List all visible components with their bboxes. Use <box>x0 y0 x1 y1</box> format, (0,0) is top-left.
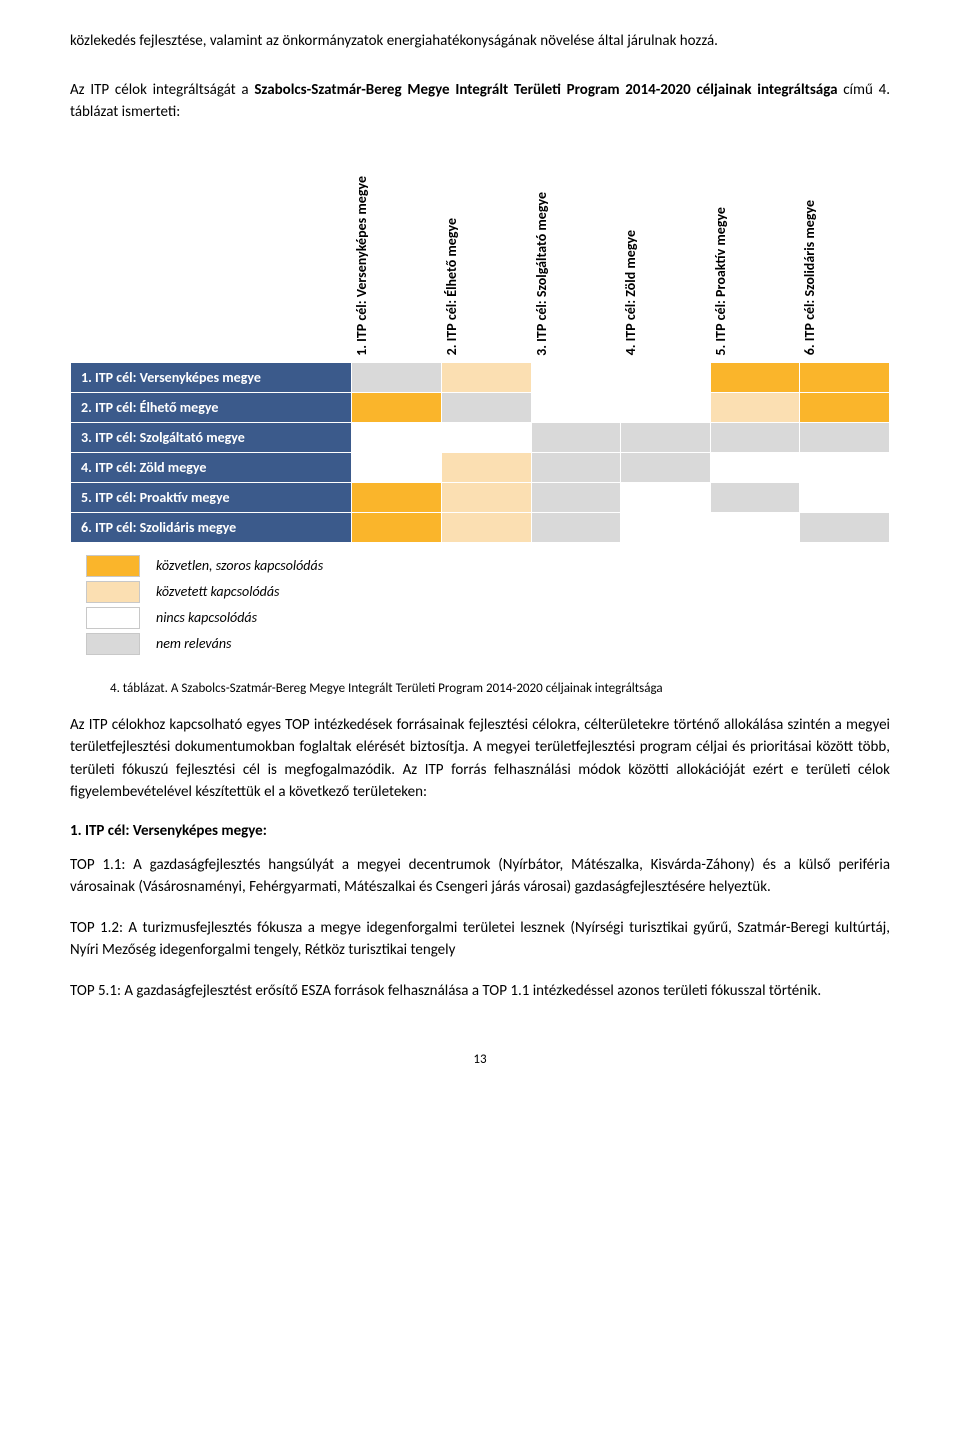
matrix-row-head: 5. ITP cél: Proaktív megye <box>71 482 352 512</box>
matrix-col-head: 3. ITP cél: Szolgáltató megye <box>531 142 621 362</box>
matrix-cell <box>352 452 442 482</box>
matrix-cell <box>621 482 711 512</box>
matrix-cell <box>710 422 800 452</box>
matrix-cell <box>352 482 442 512</box>
matrix-col-head: 2. ITP cél: Élhető megye <box>441 142 531 362</box>
matrix-col-head: 1. ITP cél: Versenyképes megye <box>352 142 442 362</box>
matrix-row-head: 2. ITP cél: Élhető megye <box>71 392 352 422</box>
matrix-cell <box>710 512 800 542</box>
matrix-corner <box>71 142 352 362</box>
matrix-cell <box>800 452 890 482</box>
matrix-cell <box>621 392 711 422</box>
matrix-col-label: 5. ITP cél: Proaktív megye <box>713 207 798 356</box>
matrix-col-head: 6. ITP cél: Szolidáris megye <box>800 142 890 362</box>
matrix-cell <box>621 422 711 452</box>
matrix-col-label: 6. ITP cél: Szolidáris megye <box>802 200 887 355</box>
matrix-cell <box>531 392 621 422</box>
matrix-cell <box>352 392 442 422</box>
matrix-cell <box>800 512 890 542</box>
matrix-cell <box>352 512 442 542</box>
intro-p2-bold: Szabolcs-Szatmár-Bereg Megye Integrált T… <box>254 81 837 99</box>
legend-row: közvetlen, szoros kapcsolódás <box>70 555 890 577</box>
matrix-cell <box>531 362 621 392</box>
body-paragraph-3: TOP 1.2: A turizmusfejlesztés fókusza a … <box>70 917 890 962</box>
legend-swatch <box>86 581 140 603</box>
matrix-cell <box>531 422 621 452</box>
legend-swatch <box>86 633 140 655</box>
matrix-cell <box>352 362 442 392</box>
page-number: 13 <box>70 1052 890 1067</box>
matrix-cell <box>352 422 442 452</box>
legend-row: közvetett kapcsolódás <box>70 581 890 603</box>
matrix-cell <box>800 422 890 452</box>
body-paragraph-2: TOP 1.1: A gazdaságfejlesztés hangsúlyát… <box>70 854 890 899</box>
matrix-cell <box>710 452 800 482</box>
matrix-cell <box>531 512 621 542</box>
legend-row: nem releváns <box>70 633 890 655</box>
matrix-col-head: 5. ITP cél: Proaktív megye <box>710 142 800 362</box>
matrix-cell <box>441 362 531 392</box>
matrix-cell <box>441 422 531 452</box>
matrix-cell <box>710 482 800 512</box>
matrix-col-label: 2. ITP cél: Élhető megye <box>444 218 529 355</box>
legend-label: nincs kapcsolódás <box>156 609 257 626</box>
matrix-cell <box>621 362 711 392</box>
matrix-cell <box>710 392 800 422</box>
legend-swatch <box>86 607 140 629</box>
legend-row: nincs kapcsolódás <box>70 607 890 629</box>
matrix-row-head: 3. ITP cél: Szolgáltató megye <box>71 422 352 452</box>
matrix-cell <box>441 512 531 542</box>
matrix-col-label: 4. ITP cél: Zöld megye <box>623 230 708 355</box>
matrix-cell <box>441 392 531 422</box>
matrix-cell <box>710 362 800 392</box>
matrix-thead: 1. ITP cél: Versenyképes megye2. ITP cél… <box>71 142 890 362</box>
matrix-cell <box>621 512 711 542</box>
matrix-cell <box>621 452 711 482</box>
matrix-cell <box>441 482 531 512</box>
matrix-cell <box>531 482 621 512</box>
matrix-cell <box>441 452 531 482</box>
legend: közvetlen, szoros kapcsolódás közvetett k… <box>70 555 890 655</box>
integrity-matrix: 1. ITP cél: Versenyképes megye2. ITP cél… <box>70 142 890 543</box>
section-title-1: 1. ITP cél: Versenyképes megye: <box>70 822 890 840</box>
legend-swatch <box>86 555 140 577</box>
matrix-cell <box>800 482 890 512</box>
matrix-row-head: 1. ITP cél: Versenyképes megye <box>71 362 352 392</box>
table-caption: 4. táblázat. A Szabolcs-Szatmár-Bereg Me… <box>110 681 890 696</box>
intro-paragraph-2: Az ITP célok integráltságát a Szabolcs-S… <box>70 79 890 124</box>
body-paragraph-1: Az ITP célokhoz kapcsolható egyes TOP in… <box>70 714 890 804</box>
matrix-col-label: 1. ITP cél: Versenyképes megye <box>354 176 439 356</box>
matrix-cell <box>800 392 890 422</box>
legend-label: közvetlen, szoros kapcsolódás <box>156 557 323 574</box>
legend-label: nem releváns <box>156 635 232 652</box>
matrix-tbody: 1. ITP cél: Versenyképes megye2. ITP cél… <box>71 362 890 542</box>
matrix-row-head: 6. ITP cél: Szolidáris megye <box>71 512 352 542</box>
body-paragraph-4: TOP 5.1: A gazdaságfejlesztést erősítő E… <box>70 980 890 1003</box>
matrix-cell <box>531 452 621 482</box>
intro-p2-a: Az ITP célok integráltságát a <box>70 81 254 99</box>
matrix-container: 1. ITP cél: Versenyképes megye2. ITP cél… <box>70 142 890 655</box>
matrix-col-head: 4. ITP cél: Zöld megye <box>621 142 711 362</box>
matrix-row-head: 4. ITP cél: Zöld megye <box>71 452 352 482</box>
legend-label: közvetett kapcsolódás <box>156 583 279 600</box>
matrix-col-label: 3. ITP cél: Szolgáltató megye <box>534 192 619 356</box>
matrix-cell <box>800 362 890 392</box>
intro-paragraph-1: közlekedés fejlesztése, valamint az önko… <box>70 30 890 53</box>
